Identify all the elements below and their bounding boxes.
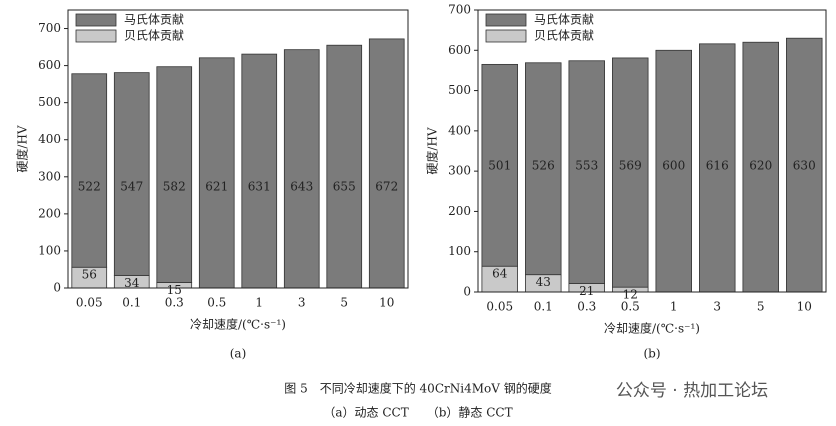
bar-segment bbox=[786, 37, 823, 293]
x-tick-label: 0.1 bbox=[534, 300, 553, 314]
x-tick-label: 0.1 bbox=[122, 296, 141, 310]
x-tick-label: 1 bbox=[670, 300, 678, 314]
bar-segment bbox=[198, 57, 235, 289]
data-label: 12 bbox=[623, 288, 638, 302]
data-label: 64 bbox=[492, 267, 508, 281]
bar-segment bbox=[156, 66, 193, 283]
y-tick-label: 300 bbox=[448, 164, 471, 178]
y-tick-label: 200 bbox=[448, 204, 471, 218]
data-label: 620 bbox=[749, 159, 772, 173]
legend-label: 马氏体贡献 bbox=[534, 12, 594, 27]
data-label: 15 bbox=[167, 283, 182, 297]
plot-frame bbox=[67, 9, 409, 289]
data-label: 501 bbox=[488, 159, 511, 173]
data-label: 522 bbox=[78, 180, 101, 194]
plot-frame bbox=[477, 9, 827, 293]
legend-label: 贝氏体贡献 bbox=[534, 28, 594, 43]
data-label: 547 bbox=[120, 180, 143, 194]
y-tick-label: 400 bbox=[38, 132, 61, 146]
y-tick-label: 100 bbox=[38, 243, 61, 257]
chart: 56 522 0.05 34 547 0.1 15 582 0.3 621 0.5 631 1 643 3 6… bbox=[15, 9, 409, 361]
bar-segment bbox=[742, 41, 779, 293]
legend-swatch bbox=[485, 29, 527, 43]
x-tick-label: 0.5 bbox=[621, 300, 640, 314]
y-tick-label: 700 bbox=[38, 21, 61, 35]
data-label: 655 bbox=[333, 180, 356, 194]
data-label: 600 bbox=[662, 159, 685, 173]
x-tick-label: 0.3 bbox=[577, 300, 596, 314]
x-tick-label: 5 bbox=[340, 296, 348, 310]
y-tick-label: 500 bbox=[38, 95, 61, 109]
x-tick-label: 3 bbox=[713, 300, 721, 314]
y-tick-label: 400 bbox=[448, 123, 471, 137]
watermark: 公众号 · 热加工论坛 bbox=[616, 381, 768, 401]
x-tick-label: 1 bbox=[255, 296, 263, 310]
y-tick-label: 500 bbox=[448, 83, 471, 97]
legend-swatch bbox=[75, 29, 117, 43]
legend-swatch bbox=[485, 13, 527, 27]
bar-segment bbox=[113, 72, 150, 276]
bar-segment bbox=[699, 43, 736, 293]
data-label: 21 bbox=[579, 284, 594, 298]
panel-label: (b) bbox=[643, 347, 660, 361]
y-tick-label: 600 bbox=[38, 58, 61, 72]
bar-segment bbox=[283, 49, 320, 289]
bar-segment bbox=[481, 63, 518, 267]
data-label: 672 bbox=[375, 180, 398, 194]
x-axis-label: 冷却速度/(℃·s⁻¹) bbox=[190, 317, 286, 332]
chart: 64 501 0.05 43 526 0.1 21 553 0.3 12 569 0.5 600 1 616… bbox=[425, 3, 827, 361]
x-tick-label: 0.05 bbox=[486, 300, 513, 314]
panel-label: (a) bbox=[230, 347, 247, 361]
y-axis-label: 硬度/HV bbox=[15, 125, 30, 173]
x-tick-label: 0.05 bbox=[76, 296, 103, 310]
data-label: 582 bbox=[163, 180, 186, 194]
x-tick-label: 10 bbox=[797, 300, 812, 314]
data-label: 631 bbox=[248, 180, 271, 194]
legend-label: 贝氏体贡献 bbox=[124, 28, 184, 43]
legend-swatch bbox=[75, 13, 117, 27]
y-tick-label: 600 bbox=[448, 43, 471, 57]
x-tick-label: 0.3 bbox=[165, 296, 184, 310]
bar-segment bbox=[326, 44, 363, 289]
x-tick-label: 3 bbox=[298, 296, 306, 310]
bar-segment bbox=[368, 38, 405, 289]
subcaption: （a）动态 CCT （b）静态 CCT bbox=[323, 406, 512, 420]
y-tick-label: 200 bbox=[38, 206, 61, 220]
x-tick-label: 0.5 bbox=[207, 296, 226, 310]
x-axis-label: 冷却速度/(℃·s⁻¹) bbox=[604, 321, 700, 336]
y-tick-label: 300 bbox=[38, 169, 61, 183]
bar-segment bbox=[612, 57, 649, 288]
x-tick-label: 10 bbox=[379, 296, 394, 310]
data-label: 621 bbox=[205, 180, 228, 194]
bar-segment bbox=[655, 49, 692, 293]
data-label: 43 bbox=[536, 275, 551, 289]
data-label: 526 bbox=[532, 159, 555, 173]
y-axis-label: 硬度/HV bbox=[425, 127, 440, 175]
bar-segment bbox=[71, 73, 108, 268]
data-label: 630 bbox=[793, 159, 816, 173]
legend-label: 马氏体贡献 bbox=[124, 12, 184, 27]
y-tick-label: 0 bbox=[53, 281, 61, 295]
data-label: 569 bbox=[619, 159, 642, 173]
data-label: 56 bbox=[82, 268, 97, 282]
bar-segment bbox=[568, 60, 605, 284]
y-tick-label: 0 bbox=[463, 285, 471, 299]
x-tick-label: 5 bbox=[757, 300, 765, 314]
caption: 图 5 不同冷却速度下的 40CrNi4MoV 钢的硬度 bbox=[284, 381, 551, 396]
data-label: 34 bbox=[124, 276, 140, 290]
data-label: 553 bbox=[575, 159, 598, 173]
bar-segment bbox=[525, 62, 562, 276]
y-tick-label: 100 bbox=[448, 244, 471, 258]
y-tick-label: 700 bbox=[448, 3, 471, 17]
bar-segment bbox=[241, 53, 278, 289]
data-label: 616 bbox=[706, 159, 729, 173]
data-label: 643 bbox=[290, 180, 313, 194]
